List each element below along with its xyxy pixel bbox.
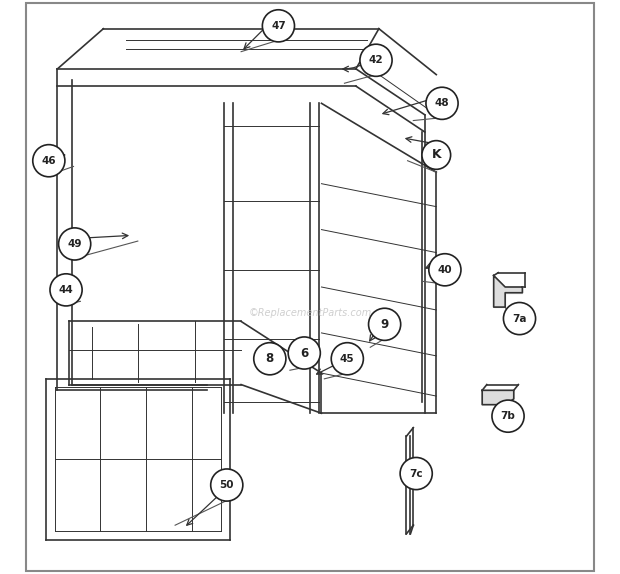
Text: K: K	[432, 149, 441, 161]
Circle shape	[254, 343, 286, 375]
Text: ©ReplacementParts.com: ©ReplacementParts.com	[249, 308, 371, 318]
Text: 7c: 7c	[409, 468, 423, 479]
Text: 7a: 7a	[512, 313, 527, 324]
Text: 7b: 7b	[500, 411, 515, 421]
Circle shape	[331, 343, 363, 375]
Text: 46: 46	[42, 156, 56, 166]
Circle shape	[426, 87, 458, 119]
Text: 9: 9	[381, 318, 389, 331]
Text: 50: 50	[219, 480, 234, 490]
Circle shape	[429, 254, 461, 286]
Circle shape	[368, 308, 401, 340]
Circle shape	[50, 274, 82, 306]
Text: 49: 49	[68, 239, 82, 249]
Text: 47: 47	[271, 21, 286, 31]
Circle shape	[262, 10, 294, 42]
Circle shape	[33, 145, 65, 177]
Text: 42: 42	[369, 55, 383, 65]
Text: 6: 6	[300, 347, 308, 359]
Text: 8: 8	[266, 352, 274, 365]
Circle shape	[492, 400, 524, 432]
Circle shape	[400, 457, 432, 490]
Circle shape	[503, 302, 536, 335]
Text: 48: 48	[435, 98, 449, 108]
Circle shape	[288, 337, 321, 369]
Circle shape	[422, 141, 451, 169]
Polygon shape	[482, 390, 514, 405]
Circle shape	[360, 44, 392, 76]
Text: 45: 45	[340, 354, 355, 364]
Text: 40: 40	[438, 265, 452, 275]
Text: 44: 44	[59, 285, 73, 295]
Polygon shape	[494, 276, 523, 307]
Circle shape	[211, 469, 243, 501]
Circle shape	[58, 228, 91, 260]
